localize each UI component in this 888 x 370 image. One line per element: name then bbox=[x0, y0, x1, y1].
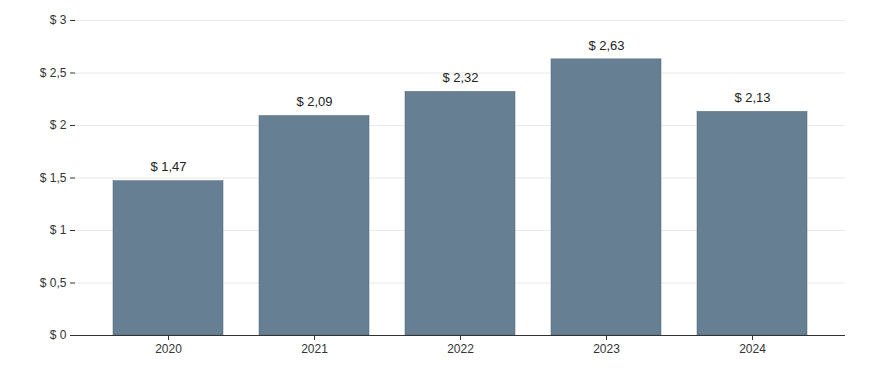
svg-text:$ 2: $ 2 bbox=[50, 118, 67, 132]
svg-text:2022: 2022 bbox=[447, 342, 474, 356]
svg-text:2021: 2021 bbox=[301, 342, 328, 356]
svg-text:$ 1,47: $ 1,47 bbox=[150, 159, 186, 174]
svg-text:$ 2,63: $ 2,63 bbox=[588, 38, 624, 53]
svg-text:$ 0: $ 0 bbox=[50, 328, 67, 342]
svg-text:$ 2,32: $ 2,32 bbox=[442, 70, 478, 85]
svg-text:$ 2,09: $ 2,09 bbox=[296, 94, 332, 109]
html-text:(c) Trivano.com: (c) Trivano.com bbox=[804, 2, 880, 14]
svg-text:$ 2,5: $ 2,5 bbox=[40, 66, 67, 80]
svg-text:$ 1: $ 1 bbox=[50, 223, 67, 237]
svg-text:$ 1,5: $ 1,5 bbox=[40, 171, 67, 185]
svg-text:2023: 2023 bbox=[593, 342, 620, 356]
svg-text:$ 3: $ 3 bbox=[50, 13, 67, 27]
svg-text:$ 0,5: $ 0,5 bbox=[40, 276, 67, 290]
svg-text:2020: 2020 bbox=[155, 342, 182, 356]
svg-text:$ 2,13: $ 2,13 bbox=[734, 90, 770, 105]
svg-text:2024: 2024 bbox=[739, 342, 766, 356]
